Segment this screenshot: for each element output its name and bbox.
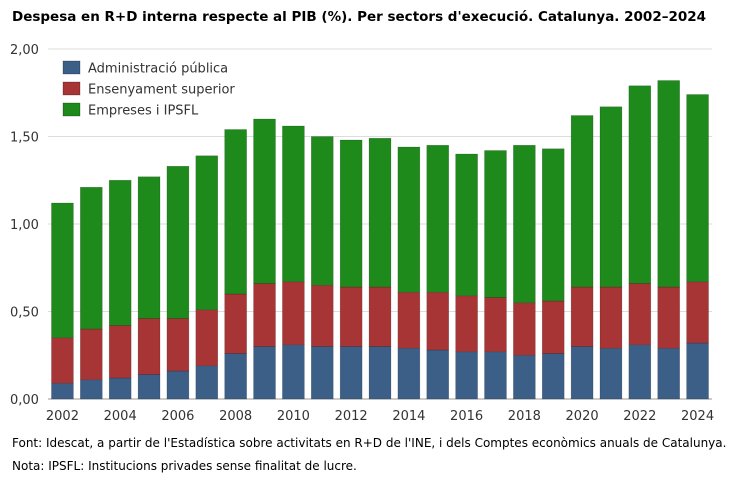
y-tick-label: 0,00	[10, 393, 39, 408]
x-tick-label: 2004	[104, 409, 137, 424]
bar-empreses-2022	[628, 85, 652, 284]
bar-ensenyament-2004	[108, 325, 132, 379]
bar-ensenyament-2002	[51, 337, 74, 384]
chart-title: Despesa en R+D interna respecte al PIB (…	[12, 9, 707, 25]
x-tick-label: 2006	[161, 409, 194, 424]
bar-admin-2011	[310, 346, 334, 400]
x-tick-label: 2012	[335, 409, 368, 424]
bar-empreses-2003	[80, 186, 103, 330]
bar-ensenyament-2021	[599, 286, 623, 349]
bar-empreses-2006	[166, 165, 190, 319]
bar-admin-2022	[628, 344, 652, 400]
bar-admin-2007	[195, 365, 219, 400]
bar-admin-2021	[599, 347, 623, 400]
bar-ensenyament-2008	[224, 293, 247, 354]
y-tick-label: 1,00	[10, 218, 39, 233]
bar-ensenyament-2023	[657, 286, 680, 349]
bar-ensenyament-2019	[541, 300, 565, 354]
legend-swatch	[62, 102, 81, 117]
bar-admin-2024	[686, 342, 709, 400]
bar-ensenyament-2017	[484, 297, 507, 353]
x-tick-label: 2018	[508, 409, 541, 424]
bar-empreses-2024	[686, 94, 709, 283]
bar-empreses-2017	[484, 150, 507, 298]
bar-ensenyament-2015	[426, 291, 450, 351]
bar-empreses-2011	[310, 136, 334, 286]
bar-admin-2003	[80, 379, 103, 400]
bar-empreses-2023	[657, 80, 680, 288]
footnote: Nota: IPSFL: Institucions privades sense…	[12, 459, 357, 473]
x-tick-label: 2002	[46, 409, 79, 424]
legend-swatch	[62, 81, 81, 96]
bar-admin-2014	[397, 347, 421, 400]
bar-admin-2015	[426, 349, 450, 400]
x-tick-label: 2020	[566, 409, 599, 424]
bar-empreses-2014	[397, 146, 421, 293]
legend-label: Administració pública	[88, 62, 228, 77]
bar-admin-2018	[513, 354, 536, 400]
bar-empreses-2020	[570, 115, 594, 288]
bar-ensenyament-2010	[282, 281, 305, 346]
bar-ensenyament-2003	[80, 328, 103, 381]
bar-admin-2016	[455, 351, 478, 400]
bar-ensenyament-2011	[310, 284, 334, 347]
y-tick-label: 1,50	[10, 131, 39, 146]
bar-empreses-2015	[426, 144, 450, 293]
bar-admin-2017	[484, 351, 507, 400]
bar-empreses-2013	[368, 137, 392, 288]
legend-label: Ensenyament superior	[88, 83, 235, 98]
bar-empreses-2010	[282, 125, 305, 283]
bar-empreses-2018	[513, 144, 536, 304]
bar-admin-2009	[253, 346, 276, 400]
x-tick-label: 2008	[219, 409, 252, 424]
bar-ensenyament-2024	[686, 281, 709, 344]
bar-empreses-2009	[253, 118, 276, 284]
bar-ensenyament-2013	[368, 286, 392, 347]
bar-empreses-2007	[195, 155, 219, 311]
bar-admin-2010	[282, 344, 305, 400]
x-tick-label: 2024	[681, 409, 714, 424]
bar-admin-2023	[657, 347, 680, 400]
bar-ensenyament-2016	[455, 295, 478, 353]
bar-ensenyament-2022	[628, 283, 652, 346]
y-tick-label: 0,50	[10, 306, 39, 321]
bar-admin-2013	[368, 346, 392, 400]
bar-ensenyament-2018	[513, 302, 536, 356]
bar-admin-2020	[570, 346, 594, 400]
x-tick-label: 2014	[392, 409, 425, 424]
bar-ensenyament-2012	[339, 286, 363, 347]
x-tick-label: 2022	[623, 409, 656, 424]
source-note: Font: Idescat, a partir de l'Estadística…	[12, 436, 727, 450]
bar-admin-2019	[541, 353, 565, 400]
bar-admin-2008	[224, 353, 247, 400]
bar-ensenyament-2005	[137, 318, 161, 375]
bar-empreses-2002	[51, 202, 74, 339]
bar-ensenyament-2006	[166, 318, 190, 372]
bar-empreses-2012	[339, 139, 363, 288]
bar-empreses-2004	[108, 179, 132, 326]
bar-empreses-2021	[599, 106, 623, 288]
legend-label: Empreses i IPSFL	[88, 104, 199, 119]
bar-ensenyament-2020	[570, 286, 594, 347]
bar-empreses-2008	[224, 129, 247, 295]
x-tick-label: 2016	[450, 409, 483, 424]
bar-empreses-2005	[137, 176, 161, 319]
bar-ensenyament-2007	[195, 309, 219, 367]
bar-admin-2004	[108, 377, 132, 400]
bar-admin-2012	[339, 346, 363, 400]
bar-admin-2002	[51, 382, 74, 400]
bar-empreses-2019	[541, 148, 565, 302]
stacked-bar-chart: 0,00 0,50 1,00 1,50 2,00 2002 2004 2006 2008 2010…	[10, 43, 714, 424]
bar-empreses-2016	[455, 153, 478, 297]
x-tick-label: 2010	[277, 409, 310, 424]
bar-admin-2006	[166, 370, 190, 400]
y-tick-label: 2,00	[10, 43, 39, 58]
bar-admin-2005	[137, 374, 161, 400]
bar-ensenyament-2009	[253, 283, 276, 347]
bar-ensenyament-2014	[397, 291, 421, 349]
legend-swatch	[62, 60, 81, 75]
